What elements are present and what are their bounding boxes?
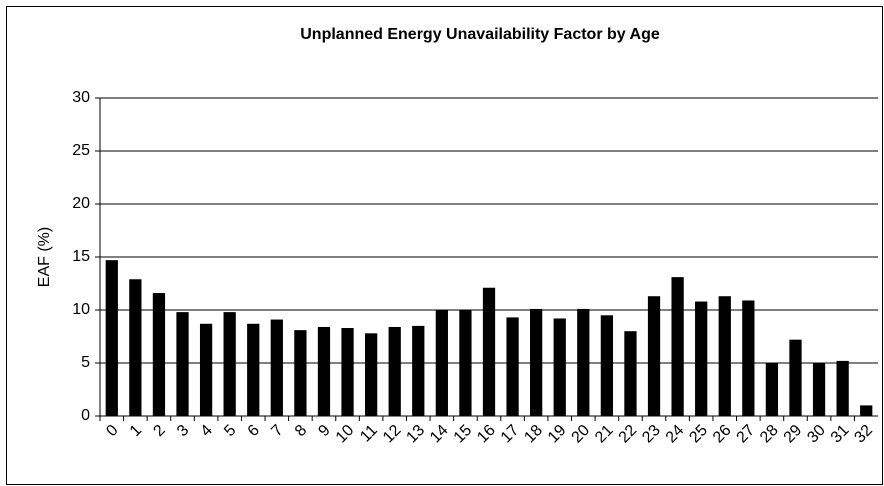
y-tick-label: 30: [72, 89, 90, 106]
bar: [718, 296, 731, 416]
bar: [860, 405, 873, 416]
bar: [247, 323, 260, 416]
bar: [789, 339, 802, 416]
bar: [695, 301, 708, 416]
y-tick-label: 20: [72, 195, 90, 212]
y-tick-label: 10: [72, 301, 90, 318]
bar: [152, 293, 166, 416]
y-tick-label: 15: [72, 248, 90, 265]
bar: [294, 330, 307, 416]
bar: [812, 363, 826, 416]
bar: [129, 279, 142, 416]
y-tick-label: 5: [81, 354, 90, 371]
bar: [412, 325, 425, 416]
bar: [600, 315, 614, 416]
bar: [553, 318, 566, 416]
bar: [270, 319, 283, 416]
bar: [176, 312, 189, 416]
bar: [671, 277, 684, 416]
bar: [506, 317, 519, 416]
bar: [199, 323, 213, 416]
y-tick-label: 0: [81, 407, 90, 424]
y-tick-label: 25: [72, 142, 90, 159]
bar: [364, 333, 378, 416]
bar: [647, 296, 661, 416]
bar: [317, 326, 331, 416]
bar: [836, 360, 849, 416]
bar: [742, 300, 755, 416]
chart-title: Unplanned Energy Unavailability Factor b…: [300, 26, 660, 43]
bar: [435, 310, 448, 416]
bar: [765, 363, 779, 416]
bar: [577, 308, 590, 416]
bar: [388, 326, 401, 416]
bar: [105, 260, 118, 416]
bar: [530, 308, 543, 416]
bar: [482, 287, 496, 416]
y-axis-label: EAF (%): [36, 227, 53, 287]
bar: [624, 331, 637, 416]
bar: [223, 312, 236, 416]
bar: [341, 328, 354, 416]
bar: [459, 310, 472, 416]
